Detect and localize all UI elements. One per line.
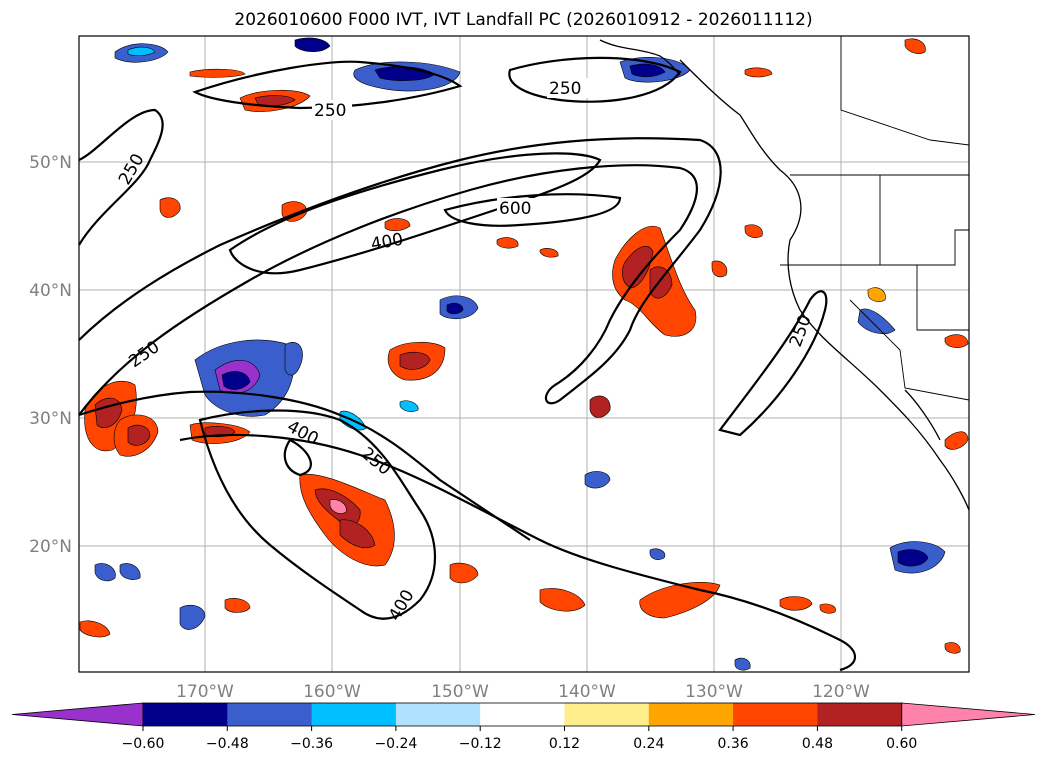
ivt-contour-250-south [179,433,857,672]
colorbar-extend-low [11,702,144,727]
lon-label-130w: 130°W [685,682,743,702]
map-frame [78,35,970,673]
colorbar-frame [142,702,903,727]
colorbar-extend-high [901,702,1036,727]
colorbar-segment [311,703,397,726]
lon-axis-labels: 170°W 160°W 150°W 140°W 130°W 120°W [176,682,870,702]
ivt-contour-inner-south [283,438,312,477]
lon-label-150w: 150°W [431,682,489,702]
lat-label-40: 40°N [29,281,72,301]
ivt-label-4: 600 [499,199,531,219]
ivt-contour-250-north [192,60,463,110]
colorbar-tick-label: 0.36 [718,736,749,752]
ivt-contour-250-southwest [78,390,531,541]
colorbar-tick-label: 0.60 [886,736,917,752]
lon-label-120w: 120°W [812,682,870,702]
lat-label-50: 50°N [29,153,72,173]
colorbar-segment [227,703,313,726]
ivt-contour-250-east [718,290,828,437]
state-borders [780,36,970,401]
colorbar-segment [143,703,228,726]
lat-label-30: 30°N [29,409,72,429]
colorbar-tick-label: 0.48 [802,736,833,752]
colorbar-segment [648,703,734,726]
ivt-label-2: 250 [549,79,581,99]
coastlines [599,39,970,511]
ivt-contour-400-south [198,409,436,620]
lat-label-20: 20°N [29,537,72,557]
colorbar-tick-label: 0.12 [549,736,580,752]
colorbar-tick-label: 0.24 [633,736,664,752]
colorbar-segment [480,703,565,726]
ivt-contour-600 [443,193,622,227]
ivt-contour-400 [228,152,602,275]
colorbar-tick-label: −0.24 [374,736,417,752]
map-title: 2026010600 F000 IVT, IVT Landfall PC (20… [234,10,813,30]
ivt-contour-250-west [78,108,164,246]
colorbar-tick-label: −0.60 [122,736,165,752]
lon-label-140w: 140°W [558,682,616,702]
colorbar-tick-label: −0.36 [290,736,333,752]
lon-label-160w: 160°W [303,682,361,702]
colorbar-segment [395,703,481,726]
colorbar: −0.60 −0.48 −0.36 −0.24 −0.12 0.12 0.24 0.36 0.4… [11,702,1036,752]
graticule [79,36,969,672]
ivt-contour-250-northeast [508,56,682,103]
lat-axis-labels: 50°N 40°N 30°N 20°N [29,153,72,557]
pc-shading [79,37,969,671]
ivt-contours [78,56,857,672]
colorbar-tick-label: −0.48 [206,736,249,752]
colorbar-segment [817,703,903,726]
ivt-contour-outer [78,137,722,416]
colorbar-segment [564,703,650,726]
ivt-label-1: 250 [314,101,346,121]
positive-anomalies [79,38,969,654]
lon-label-170w: 170°W [176,682,234,702]
colorbar-segment [733,703,818,726]
colorbar-tick-label: −0.12 [459,736,502,752]
